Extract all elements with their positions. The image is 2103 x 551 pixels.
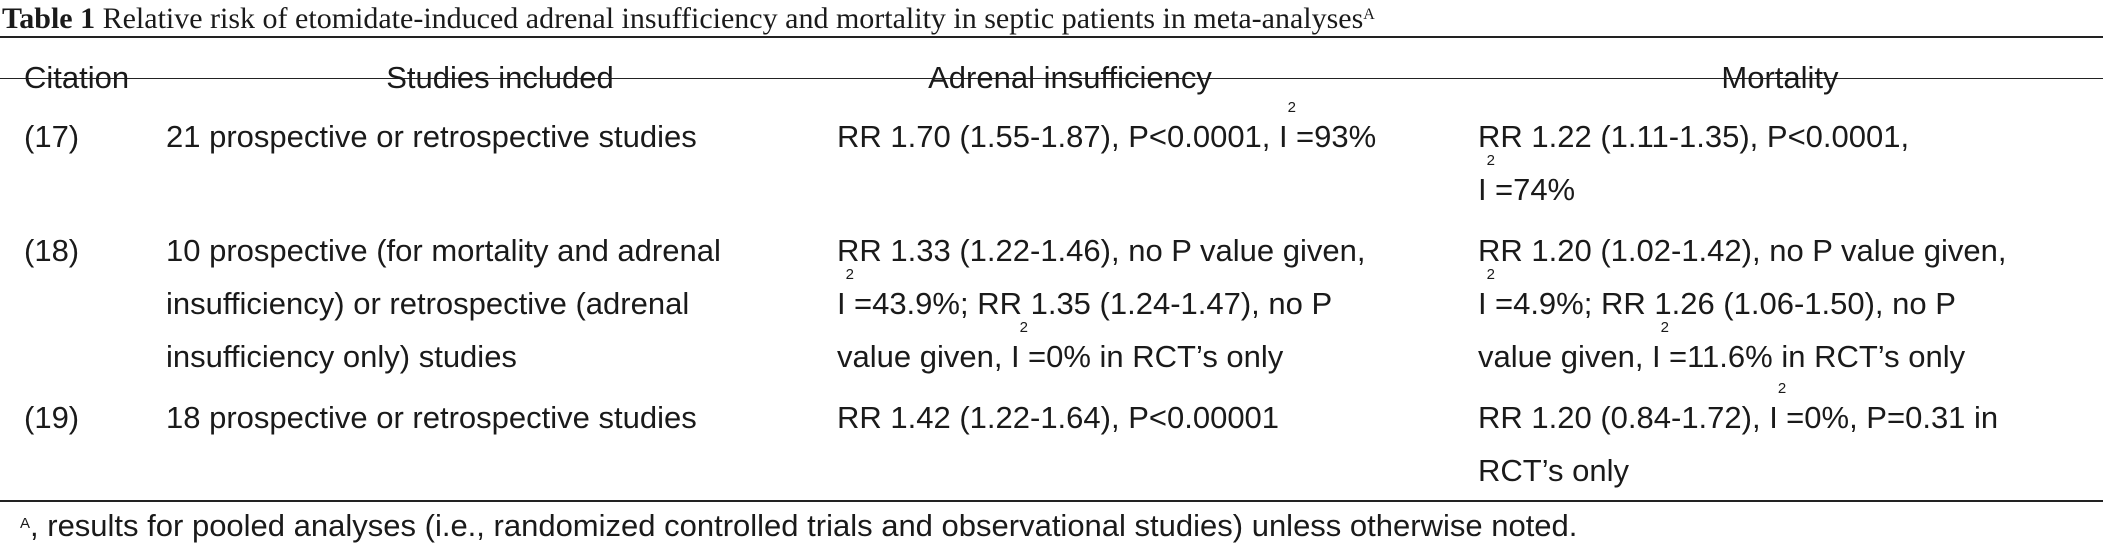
row3-studies: 18 prospective or retrospective studies <box>166 400 697 435</box>
header-citation: Citation <box>24 60 130 95</box>
table-caption: Table 1 Relative risk of etomidate-induc… <box>2 0 1375 38</box>
row3-mortality-line2: RCT’s only <box>1478 453 1630 488</box>
row3-adrenal: RR 1.42 (1.22-1.64), P<0.00001 <box>837 400 1280 435</box>
row2-mortality-line1: RR 1.20 (1.02-1.42), no P value given, <box>1478 233 2007 268</box>
row2-citation: (18) <box>24 233 80 268</box>
row1-citation: (17) <box>24 119 80 154</box>
row1-mortality-line2: I2=74% <box>1478 152 1576 207</box>
row2-adrenal-line3: value given, I2=0% in RCT’s only <box>837 319 1284 374</box>
header-mortality: Mortality <box>1721 60 1839 95</box>
row2-mortality-line2: I2=4.9%; RR 1.26 (1.06-1.50), no P <box>1478 266 1956 321</box>
footnote-text: , results for pooled analyses (i.e., ran… <box>30 508 1578 543</box>
footnote-marker: A <box>20 515 31 532</box>
row2-adrenal-line2: I2=43.9%; RR 1.35 (1.24-1.47), no P <box>837 266 1333 321</box>
row2-studies-line2: insufficiency) or retrospective (adrenal <box>166 286 690 321</box>
row1-adrenal: RR 1.70 (1.55-1.87), P<0.0001, I2=93% <box>837 99 1377 154</box>
top-rule <box>0 36 2103 38</box>
row3-mortality-line1: RR 1.20 (0.84-1.72), I2=0%, P=0.31 in <box>1478 380 1999 435</box>
caption-footnote-marker: A <box>1363 6 1375 23</box>
table-footnote: A, results for pooled analyses (i.e., ra… <box>20 502 1577 550</box>
row3-citation: (19) <box>24 400 80 435</box>
row2-studies-line3: insufficiency only) studies <box>166 339 517 374</box>
header-adrenal-insufficiency: Adrenal insufficiency <box>928 60 1212 95</box>
row2-adrenal-line1: RR 1.33 (1.22-1.46), no P value given, <box>837 233 1366 268</box>
bottom-rule <box>0 500 2103 502</box>
header-studies-included: Studies included <box>386 60 614 95</box>
row1-studies: 21 prospective or retrospective studies <box>166 119 697 154</box>
table-title: Relative risk of etomidate-induced adren… <box>102 2 1364 35</box>
header-rule <box>0 78 2103 79</box>
row2-studies-line1: 10 prospective (for mortality and adrena… <box>166 233 721 268</box>
table-label: Table 1 <box>2 2 96 35</box>
row1-mortality-line1: RR 1.22 (1.11-1.35), P<0.0001, <box>1478 119 1910 154</box>
row2-mortality-line3: value given, I2=11.6% in RCT’s only <box>1478 319 1966 374</box>
